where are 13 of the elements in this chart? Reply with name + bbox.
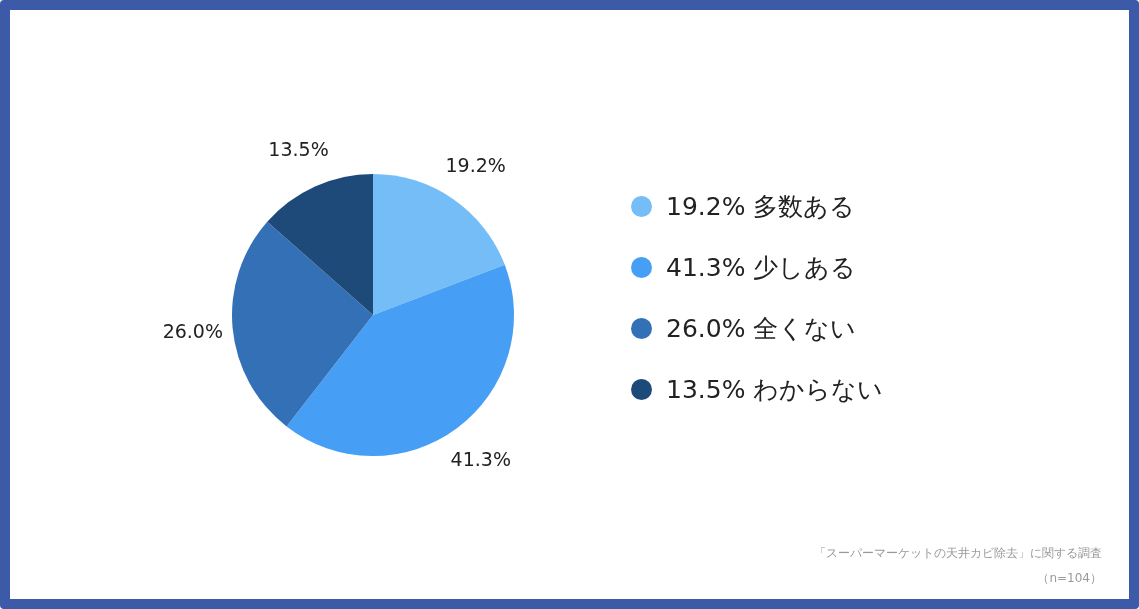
legend-label: 13.5% わからない xyxy=(666,374,884,404)
data-label: 41.3% xyxy=(450,448,511,471)
text: 「スーパーマーケットの天井カビ除去」に関する調査 xyxy=(814,546,1102,560)
pie-slice xyxy=(267,174,373,315)
text: （n=104） xyxy=(1037,571,1102,585)
pie-slice xyxy=(232,221,373,427)
pie-slice xyxy=(373,174,505,315)
legend-label: 41.3% 少しある xyxy=(666,252,857,282)
legend-label: 19.2% 多数ある xyxy=(666,191,856,221)
data-label: 26.0% xyxy=(162,320,223,343)
data-label: 13.5% xyxy=(268,138,329,161)
legend-label: 26.0% 全くない xyxy=(666,313,857,343)
data-label: 19.2% xyxy=(445,153,506,176)
